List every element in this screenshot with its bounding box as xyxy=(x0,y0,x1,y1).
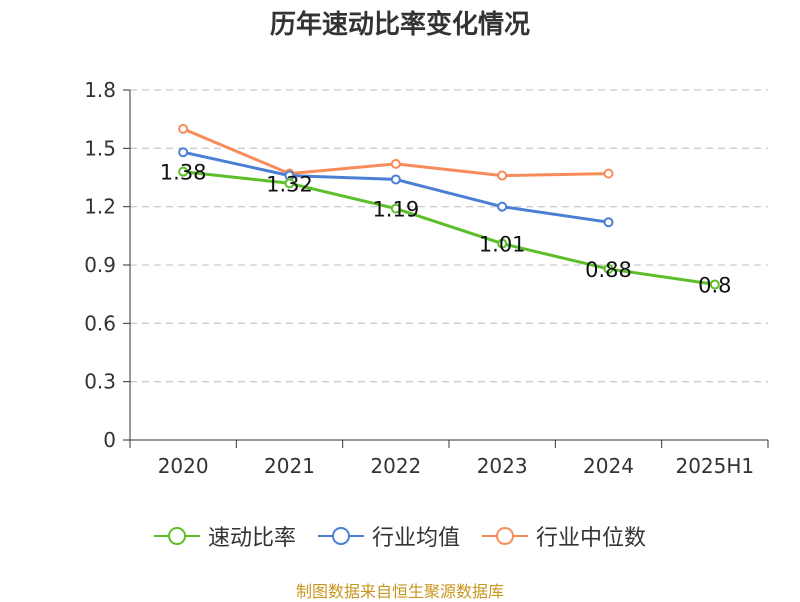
y-tick-label: 0.3 xyxy=(84,370,116,394)
data-point xyxy=(709,279,720,290)
data-label: 1.01 xyxy=(479,233,526,257)
data-point xyxy=(390,174,401,185)
data-point xyxy=(178,166,189,177)
data-point xyxy=(178,123,189,134)
legend-item-industry-median[interactable]: 行业中位数 xyxy=(482,520,646,552)
legend-label-industry-median: 行业中位数 xyxy=(536,526,647,551)
data-label: 1.19 xyxy=(372,198,419,222)
data-point xyxy=(603,168,614,179)
data-point xyxy=(284,178,295,189)
x-tick-label: 2023 xyxy=(477,454,528,478)
data-label: 0.88 xyxy=(585,258,632,282)
y-tick-label: 1.2 xyxy=(84,195,116,219)
data-point xyxy=(603,217,614,228)
legend: 速动比率 行业均值 行业中位数 xyxy=(0,520,800,552)
data-point xyxy=(390,158,401,169)
legend-swatch-industry-mean xyxy=(317,527,364,545)
legend-item-industry-mean[interactable]: 行业均值 xyxy=(317,520,460,552)
y-tick-label: 0 xyxy=(103,428,116,452)
axes: 0 0.3 0.6 0.9 1.2 1.5 1.8 2020 2021 2022 2023 2024 2… xyxy=(84,78,769,478)
x-tick-label: 2022 xyxy=(370,454,421,478)
data-point xyxy=(178,147,189,158)
y-tick-label: 1.8 xyxy=(84,78,116,102)
x-tick-label: 2021 xyxy=(264,454,315,478)
data-label: 1.32 xyxy=(266,172,313,196)
y-tick-label: 1.5 xyxy=(84,136,116,160)
data-point xyxy=(603,263,614,274)
legend-swatch-quick-ratio xyxy=(153,527,200,545)
y-tick-label: 0.9 xyxy=(84,253,116,277)
chart-title: 历年速动比率变化情况 xyxy=(269,10,530,40)
x-tick-label: 2024 xyxy=(583,454,634,478)
data-point xyxy=(497,170,508,181)
legend-swatch-industry-median xyxy=(482,527,528,545)
data-label: 1.38 xyxy=(160,161,207,185)
data-labels: 1.38 1.32 1.19 1.01 0.88 0.8 xyxy=(160,161,732,298)
legend-label-quick-ratio: 速动比率 xyxy=(207,526,296,551)
data-label: 0.8 xyxy=(698,273,731,297)
x-tick-label: 2020 xyxy=(158,454,209,478)
grid-lines xyxy=(130,89,768,383)
legend-label-industry-mean: 行业均值 xyxy=(371,526,460,551)
data-point xyxy=(497,238,508,249)
source-note: 制图数据来自恒生聚源数据库 xyxy=(295,582,504,601)
data-point xyxy=(390,203,401,214)
x-tick-label: 2025H1 xyxy=(675,454,754,478)
legend-item-quick-ratio[interactable]: 速动比率 xyxy=(153,520,296,552)
series-lines xyxy=(178,123,720,290)
series-line-0 xyxy=(183,170,716,286)
data-point xyxy=(497,201,508,212)
y-tick-label: 0.6 xyxy=(84,311,116,335)
